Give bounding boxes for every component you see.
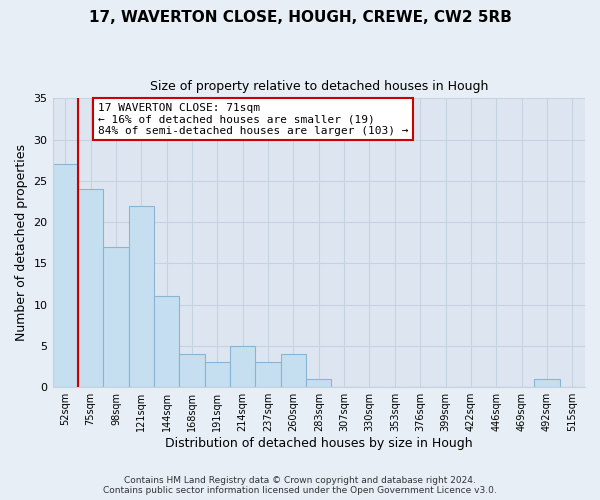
Text: Contains HM Land Registry data © Crown copyright and database right 2024.
Contai: Contains HM Land Registry data © Crown c…	[103, 476, 497, 495]
Text: 17, WAVERTON CLOSE, HOUGH, CREWE, CW2 5RB: 17, WAVERTON CLOSE, HOUGH, CREWE, CW2 5R…	[89, 10, 511, 25]
Bar	[205, 362, 230, 387]
Bar	[103, 247, 128, 387]
Bar	[230, 346, 256, 387]
Bar	[306, 379, 331, 387]
Title: Size of property relative to detached houses in Hough: Size of property relative to detached ho…	[149, 80, 488, 93]
Y-axis label: Number of detached properties: Number of detached properties	[15, 144, 28, 342]
Bar	[78, 189, 103, 387]
Text: 17 WAVERTON CLOSE: 71sqm
← 16% of detached houses are smaller (19)
84% of semi-d: 17 WAVERTON CLOSE: 71sqm ← 16% of detach…	[98, 102, 409, 136]
Bar	[53, 164, 78, 387]
Bar	[281, 354, 306, 387]
X-axis label: Distribution of detached houses by size in Hough: Distribution of detached houses by size …	[165, 437, 473, 450]
Bar	[154, 296, 179, 387]
Bar	[128, 206, 154, 387]
Bar	[179, 354, 205, 387]
Bar	[256, 362, 281, 387]
Bar	[534, 379, 560, 387]
